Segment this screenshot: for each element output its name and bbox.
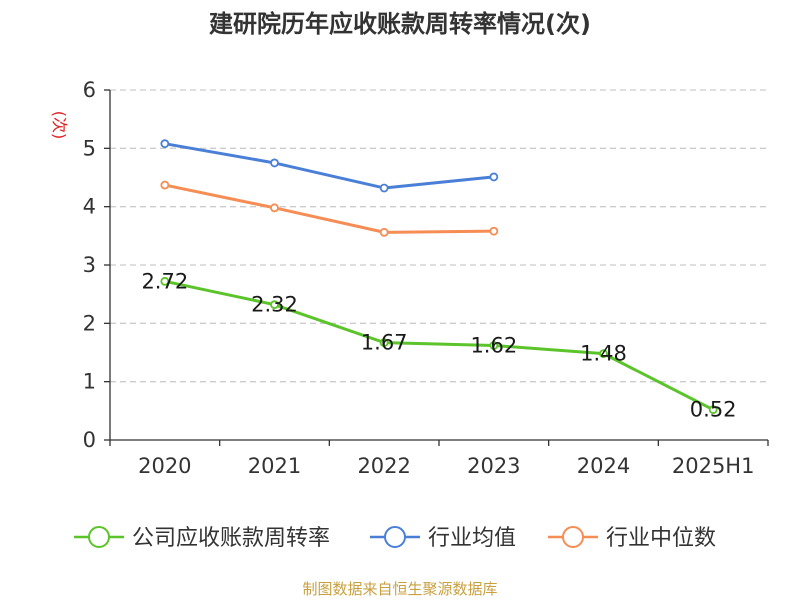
legend: 公司应收账款周转率 行业均值 行业中位数 (74, 526, 716, 551)
data-point (489, 172, 499, 182)
data-label: 2.32 (251, 293, 298, 317)
legend-label: 公司应收账款周转率 (132, 526, 330, 551)
data-point (160, 139, 170, 149)
legend-label: 行业均值 (428, 526, 516, 551)
grid-lines (110, 89, 768, 383)
y-tick-label: 4 (83, 195, 96, 219)
legend-label: 行业中位数 (606, 526, 716, 551)
data-point (160, 276, 170, 286)
series-lines (160, 139, 718, 415)
data-label: 1.62 (470, 334, 517, 358)
x-tick-label: 2021 (248, 454, 301, 478)
data-point (160, 180, 170, 190)
data-point (489, 226, 499, 236)
x-tick-label: 2025H1 (672, 454, 755, 478)
data-source-note: 制图数据来自恒生聚源数据库 (302, 580, 498, 598)
series-line-2 (164, 183, 494, 234)
data-labels: 2.72 2.32 1.67 1.62 1.48 0.52 (141, 269, 736, 421)
y-tick-label: 3 (83, 253, 96, 277)
series-line-1 (164, 142, 494, 190)
data-point (379, 227, 389, 237)
series-line-0 (164, 279, 714, 412)
x-tick-label: 2020 (138, 454, 191, 478)
data-point (489, 341, 499, 350)
legend-marker-icon (88, 526, 110, 548)
legend-marker-icon (384, 526, 406, 548)
data-point (599, 349, 608, 359)
y-axis-label: (次) (50, 111, 69, 140)
data-point (270, 300, 279, 310)
axes: 0 1 2 3 4 5 6 (次) 2020 2021 2022 2023 2024 2025H1 (50, 78, 769, 478)
data-point (379, 183, 389, 193)
data-label: 0.52 (690, 398, 737, 422)
data-point (708, 405, 718, 415)
y-tick-label: 6 (83, 78, 96, 102)
data-label: 2.72 (141, 269, 188, 293)
legend-marker-icon (562, 526, 584, 548)
y-tick-label: 5 (83, 136, 96, 160)
chart-title: 建研院历年应收账款周转率情况(次) (209, 10, 591, 38)
x-tick-label: 2024 (577, 454, 630, 478)
data-point (270, 203, 279, 213)
y-tick-label: 2 (83, 311, 96, 335)
data-label: 1.67 (361, 331, 408, 355)
data-point (270, 158, 279, 168)
x-tick-label: 2023 (467, 454, 520, 478)
x-tick-label: 2022 (357, 454, 410, 478)
y-tick-label: 1 (83, 370, 96, 394)
data-label: 1.48 (580, 342, 627, 366)
data-point (379, 338, 389, 347)
y-tick-label: 0 (83, 428, 96, 452)
